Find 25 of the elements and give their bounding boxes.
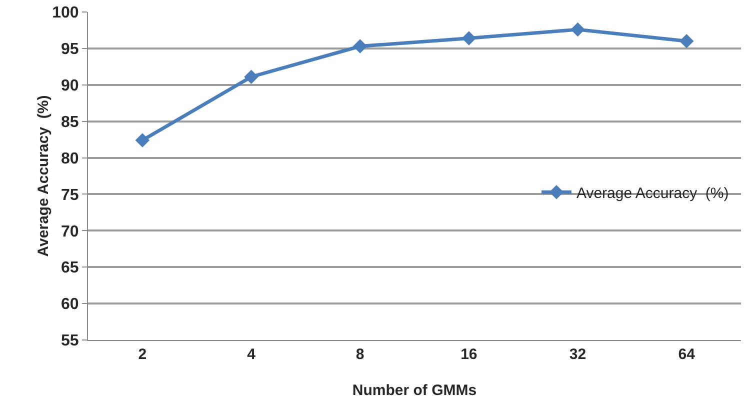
y-tick-label: 80 — [61, 150, 79, 168]
x-tick-label: 4 — [247, 346, 256, 363]
y-tick-label: 65 — [61, 260, 79, 277]
x-axis-title: Number of GMMs — [352, 382, 477, 399]
legend-label: Average Accuracy (%) — [576, 185, 729, 202]
point — [244, 70, 258, 84]
y-tick-label: 95 — [61, 41, 79, 58]
y-tick-label: 100 — [52, 4, 79, 22]
point — [462, 31, 476, 46]
y-tick-label: 75 — [61, 186, 79, 204]
y-tick-label: 55 — [61, 332, 79, 350]
point — [679, 34, 694, 48]
point — [135, 133, 150, 148]
point — [570, 22, 585, 37]
y-axis-title: Average Accuracy (%) — [35, 95, 52, 257]
y-tick-label: 90 — [61, 77, 79, 94]
x-tick-label: 64 — [678, 346, 696, 363]
y-tick-label: 85 — [61, 114, 79, 131]
x-tick-label: 8 — [356, 346, 364, 363]
x-tick-label: 16 — [460, 346, 478, 363]
y-tick-label: 60 — [61, 296, 79, 314]
y-tick-label: 70 — [61, 223, 79, 240]
x-tick-label: 2 — [138, 346, 147, 363]
point — [352, 39, 368, 54]
x-tick-label: 32 — [569, 346, 586, 363]
